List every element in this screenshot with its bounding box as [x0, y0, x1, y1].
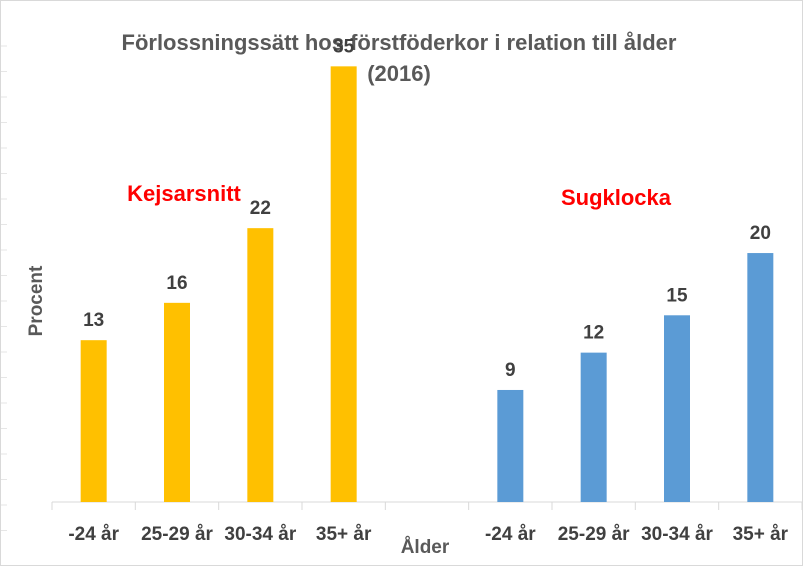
- data-label-sugklocka-8: 20: [750, 223, 771, 244]
- data-label-sugklocka-5: 9: [505, 360, 516, 381]
- bar-kejsarsnitt-3: [330, 66, 357, 502]
- data-label-kejsarsnitt-3: 35: [333, 36, 355, 57]
- data-label-sugklocka-7: 15: [666, 285, 688, 306]
- bar-sugklocka-6: [580, 352, 607, 502]
- series-label-sugklocka: Sugklocka: [561, 185, 672, 210]
- x-tick-label: 25-29 år: [141, 524, 213, 545]
- bar-sugklocka-8: [747, 253, 774, 502]
- x-tick-label: -24 år: [68, 524, 119, 545]
- data-label-sugklocka-6: 12: [583, 323, 604, 344]
- data-label-kejsarsnitt-0: 13: [83, 310, 104, 331]
- x-tick-label: -24 år: [485, 524, 536, 545]
- bar-kejsarsnitt-0: [80, 340, 107, 502]
- x-tick-label: 25-29 år: [558, 524, 630, 545]
- data-label-kejsarsnitt-2: 22: [250, 198, 271, 219]
- data-label-kejsarsnitt-1: 16: [166, 273, 187, 294]
- x-ticks: [51, 502, 803, 510]
- x-tick-label: 35+ år: [733, 524, 789, 545]
- left-edge-ticks: [1, 45, 7, 531]
- x-tick-labels: -24 år 25-29 år 30-34 år 35+ år -24 år 25-29 …: [68, 524, 788, 545]
- bar-sugklocka-5: [497, 389, 524, 502]
- x-axis-label: Ålder: [401, 537, 450, 558]
- bar-kejsarsnitt-1: [164, 302, 190, 502]
- series-label-kejsarsnitt: Kejsarsnitt: [127, 181, 241, 206]
- chart-subtitle: (2016): [367, 61, 431, 86]
- data-labels: 13 16 22 35 9 12 15 20: [83, 36, 771, 381]
- bar-kejsarsnitt-2: [247, 228, 274, 502]
- chart-title: Förlossningssätt hos förstföderkor i rel…: [122, 30, 677, 55]
- y-axis-label: Procent: [26, 265, 47, 336]
- x-tick-label: 30-34 år: [641, 524, 713, 545]
- bar-sugklocka-7: [664, 315, 690, 502]
- x-tick-label: 30-34 år: [224, 524, 296, 545]
- x-tick-label: 35+ år: [316, 524, 372, 545]
- bars: [80, 66, 774, 502]
